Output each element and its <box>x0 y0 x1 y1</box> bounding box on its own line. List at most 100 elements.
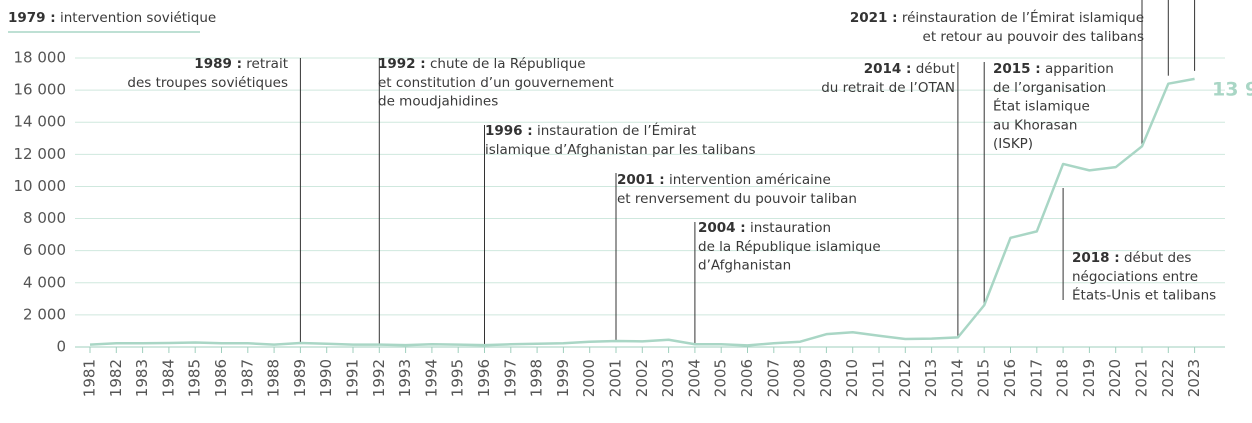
annotation-text: du retrait de l’OTAN <box>821 80 955 96</box>
x-tick-label: 2016 <box>1001 359 1019 397</box>
x-tick-label: 2009 <box>817 359 835 397</box>
annotation-line-text: début <box>916 61 955 77</box>
y-tick-label: 16 000 <box>14 81 67 99</box>
annotation-year: 2014 : <box>864 61 912 77</box>
annotation-line-text: au Khorasan <box>993 117 1077 133</box>
annotation-line-text: apparition <box>1045 61 1114 77</box>
x-tick-label: 1983 <box>133 359 151 397</box>
annotation-year: 2015 : <box>993 61 1041 77</box>
y-tick-label: 0 <box>56 338 66 356</box>
x-tick-label: 2008 <box>791 359 809 397</box>
annotation-text: et constitution d’un gouvernement <box>378 75 614 91</box>
annotation-text: 2004 : instauration <box>698 220 831 236</box>
annotation-line-text: de l’organisation <box>993 80 1106 96</box>
annotation-text: États-Unis et talibans <box>1072 287 1216 304</box>
x-tick-label: 1984 <box>159 359 177 397</box>
annotation-text: 1979 : intervention soviétique <box>8 10 216 26</box>
x-tick-label: 2001 <box>607 359 625 397</box>
annotation-text: 2014 : début <box>864 61 955 77</box>
annotation-text: 2015 : apparition <box>993 61 1114 77</box>
annotation-line-text: islamique d’Afghanistan par les talibans <box>485 142 756 158</box>
x-tick-label: 1995 <box>449 359 467 397</box>
annotation-line-text: instauration de l’Émirat <box>537 122 696 139</box>
annotation-text: négociations entre <box>1072 269 1198 285</box>
x-tick-label: 1996 <box>475 359 493 397</box>
annotation-text: des troupes soviétiques <box>127 75 288 91</box>
annotation-year: 1979 : <box>8 10 56 26</box>
annotation-year: 2004 : <box>698 220 746 236</box>
data-line <box>89 77 1195 347</box>
annotation-year: 1996 : <box>485 123 533 139</box>
x-tick-label: 1993 <box>396 359 414 397</box>
annotation-line-text: et retour au pouvoir des talibans <box>923 29 1144 45</box>
y-tick-label: 14 000 <box>14 113 67 131</box>
x-tick-label: 1981 <box>81 359 99 397</box>
x-tick-label: 2019 <box>1080 359 1098 397</box>
y-tick-label: 2 000 <box>23 305 66 323</box>
y-tick-label: 10 000 <box>14 177 67 195</box>
x-tick-label: 2018 <box>1054 359 1072 397</box>
y-tick-label: 8 000 <box>23 209 66 227</box>
x-tick-label: 2015 <box>975 359 993 397</box>
annotation-line-text: de la République islamique <box>698 239 881 255</box>
x-tick-label: 1988 <box>265 359 283 397</box>
annotation-line-text: (ISKP) <box>993 136 1033 152</box>
y-tick-label: 4 000 <box>23 273 66 291</box>
annotation-line-text: et constitution d’un gouvernement <box>378 75 614 91</box>
annotation-text: État islamique <box>993 98 1090 115</box>
annotation-text: de la République islamique <box>698 239 881 255</box>
annotation-text: islamique d’Afghanistan par les talibans <box>485 142 756 158</box>
annotation-line-text: et renversement du pouvoir taliban <box>617 191 857 207</box>
x-tick-label: 1989 <box>291 359 309 397</box>
x-tick-label: 1997 <box>501 359 519 397</box>
annotation-line-text: du retrait de l’OTAN <box>821 80 955 96</box>
x-tick-label: 2017 <box>1027 359 1045 397</box>
annotation-text: au Khorasan <box>993 117 1077 133</box>
annotation-text: de moudjahidines <box>378 94 498 110</box>
annotation-text: (ISKP) <box>993 136 1033 152</box>
x-tick-label: 1987 <box>238 359 256 397</box>
annotation-text: d’Afghanistan <box>698 258 791 274</box>
annotation-text: 2018 : début des <box>1072 250 1191 266</box>
y-tick-label: 6 000 <box>23 241 66 259</box>
annotation-line-text: des troupes soviétiques <box>127 75 288 91</box>
annotation-text: de l’organisation <box>993 80 1106 96</box>
annotation-text: 2001 : intervention américaine <box>617 172 831 188</box>
annotation-line-text: chute de la République <box>430 56 586 72</box>
x-tick-label: 2010 <box>843 359 861 397</box>
annotation-text: 1989 : retrait <box>194 56 288 72</box>
annotation-year: 2021 : <box>850 10 898 26</box>
y-tick-label: 12 000 <box>14 145 67 163</box>
x-tick-label: 2000 <box>580 359 598 397</box>
x-tick-label: 1982 <box>107 359 125 397</box>
annotation-text: 2021 : réinstauration de l’Émirat islami… <box>850 9 1144 26</box>
annotation-line-text: intervention soviétique <box>60 10 216 26</box>
annotation-line-text: réinstauration de l’Émirat islamique <box>902 9 1144 26</box>
x-tick-label: 2002 <box>633 359 651 397</box>
highlight-value: 13 923 <box>1212 79 1252 101</box>
annotation-text: et renversement du pouvoir taliban <box>617 191 857 207</box>
x-tick-label: 2011 <box>870 359 888 397</box>
annotation-line-text: de moudjahidines <box>378 94 498 110</box>
x-tick-label: 2014 <box>948 359 966 397</box>
x-tick-label: 2020 <box>1106 359 1124 397</box>
x-tick-label: 2013 <box>922 359 940 397</box>
annotation-line-text: retrait <box>246 56 288 72</box>
y-tick-label: 18 000 <box>14 49 67 67</box>
annotation-line-text: début des <box>1124 250 1192 266</box>
x-tick-label: 1998 <box>528 359 546 397</box>
annotation-line-text: négociations entre <box>1072 269 1198 285</box>
x-tick-label: 2006 <box>738 359 756 397</box>
annotation-line-text: intervention américaine <box>669 172 831 188</box>
x-tick-label: 1994 <box>422 359 440 397</box>
annotation-text: 1996 : instauration de l’Émirat <box>485 122 696 139</box>
annotation-line-text: État islamique <box>993 98 1090 115</box>
x-tick-label: 1992 <box>370 359 388 397</box>
annotation-line-text: instauration <box>750 220 831 236</box>
x-tick-label: 2023 <box>1185 359 1203 397</box>
x-tick-label: 1985 <box>186 359 204 397</box>
annotation-line-text: États-Unis et talibans <box>1072 287 1216 304</box>
x-tick-label: 1986 <box>212 359 230 397</box>
x-tick-label: 1990 <box>317 359 335 397</box>
